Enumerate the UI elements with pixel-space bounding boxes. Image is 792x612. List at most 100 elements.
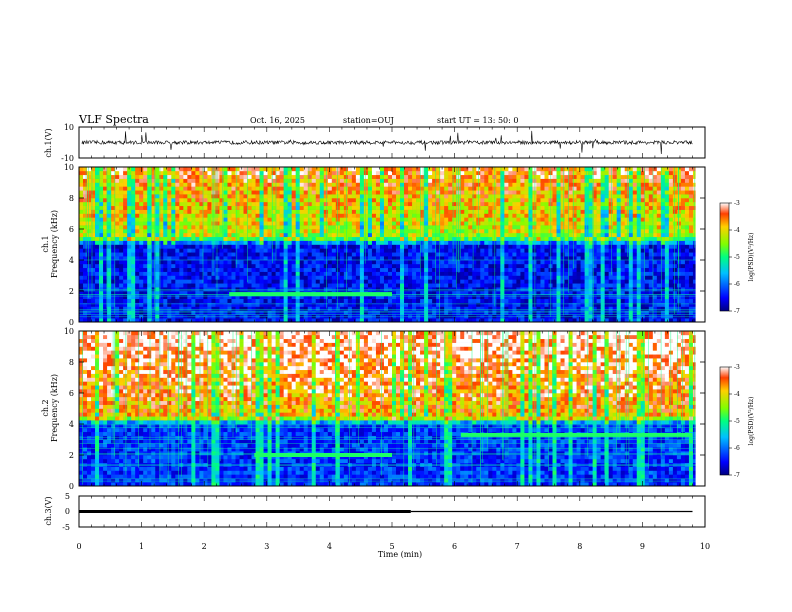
ch1-spectrogram-cell: [351, 260, 357, 265]
ch1-spectrogram-cell: [147, 190, 152, 195]
ch1-spectrogram-cell: [339, 213, 345, 218]
ch1-spectrogram-cell: [95, 209, 100, 214]
ch1-spectrogram-cell: [408, 314, 413, 319]
ch1-spectrogram-cell: [259, 271, 264, 276]
ch1-spectrogram-cell: [428, 291, 433, 296]
ch1-spectrogram-cell: [556, 205, 561, 210]
ch1-spectrogram-cell: [383, 294, 389, 300]
ch1-spectrogram-cell: [363, 275, 369, 280]
ch1-spectrogram-cell: [572, 275, 577, 280]
ch1-spectrogram-cell: [347, 283, 353, 288]
ch1-spectrogram-cell: [536, 213, 541, 218]
ch1-spectrogram-cell: [504, 302, 509, 307]
ch1-spectrogram-cell: [520, 244, 525, 249]
ch1-spectrogram-cell: [564, 244, 569, 249]
ch1-spectrogram-cell: [135, 256, 140, 261]
ch1-spectrogram-cell: [147, 256, 152, 261]
ch1-spectrogram-cell: [492, 267, 497, 272]
ch1-spectrogram-cell: [207, 205, 212, 210]
ch1-spectrogram-cell: [87, 225, 92, 230]
ch1-spectrogram-cell: [115, 174, 120, 179]
ch1-spectrogram-cell: [400, 306, 405, 311]
ch1-spectrogram-cell: [139, 221, 144, 226]
ch1-spectrogram-cell: [259, 229, 264, 234]
ch1-spectrogram-cell: [359, 248, 365, 253]
ch1-spectrogram-cell: [207, 194, 212, 199]
ch1-spectrogram-cell: [171, 310, 176, 315]
ch1-spectrogram-cell: [319, 294, 325, 300]
ch1-spectrogram-cell: [432, 306, 437, 311]
ch1-spectrogram-cell: [91, 271, 96, 276]
ch1-spectrogram-cell: [564, 167, 569, 172]
ch1-spectrogram-cell: [131, 170, 136, 176]
ch1-spectrogram-cell: [111, 252, 116, 257]
ch1-spectrogram-cell: [219, 248, 224, 253]
ch1-spectrogram-cell: [428, 263, 433, 269]
ch1-spectrogram-cell: [472, 240, 477, 245]
ch1-spectrogram-cell: [87, 256, 92, 261]
ch1-spectrogram-cell: [424, 252, 429, 257]
ch1-spectrogram-cell: [115, 190, 120, 195]
ch1-spectrogram-cell: [440, 271, 445, 276]
ch1-spectrogram-cell: [460, 318, 465, 323]
ch1-spectrogram-cell: [560, 314, 565, 319]
ch1-spectrogram-cell: [379, 271, 385, 276]
ch1-spectrogram-cell: [444, 248, 449, 253]
ch1-spectrogram-cell: [175, 229, 180, 234]
ch1-spectrogram-cell: [456, 271, 461, 276]
ch1-spectrogram-cell: [476, 252, 481, 257]
ch1-spectrogram-cell: [383, 194, 389, 199]
ch1-spectrogram-cell: [159, 244, 164, 249]
ch1-spectrogram-cell: [387, 213, 393, 218]
ch1-spectrogram-cell: [512, 294, 517, 300]
ch1-spectrogram-cell: [383, 178, 389, 183]
ch1-spectrogram-cell: [468, 236, 473, 241]
ch1-spectrogram-cell: [95, 167, 100, 172]
ch1-spectrogram-cell: [327, 205, 333, 210]
ch1-spectrogram-cell: [387, 170, 393, 176]
ch1-spectrogram-cell: [488, 232, 493, 238]
ch1-spectrogram-cell: [392, 221, 397, 226]
ch1-spectrogram-cell: [335, 170, 341, 176]
ch1-spectrogram-cell: [95, 182, 100, 187]
ch1-spectrogram-cell: [239, 306, 244, 311]
ch1-spectrogram-cell: [127, 236, 132, 241]
ch1-spectrogram-cell: [223, 294, 228, 300]
ch1-spectrogram-cell: [127, 232, 132, 238]
ch1-spectrogram-cell: [291, 198, 296, 203]
ch1-spectrogram-cell: [159, 232, 164, 238]
ch1-spectrogram-cell: [572, 267, 577, 272]
ch1-spectrogram-cell: [223, 194, 228, 199]
ch1-spectrogram-cell: [335, 221, 341, 226]
ch1-spectrogram-cell: [424, 213, 429, 218]
ch1-spectrogram-cell: [480, 291, 485, 296]
ch1-spectrogram-cell: [315, 182, 321, 187]
ch1-spectrogram-cell: [171, 291, 176, 296]
ch1-spectrogram-cell: [159, 283, 164, 288]
ch1-spectrogram-cell: [199, 260, 204, 265]
ch1-spectrogram-cell: [323, 244, 329, 249]
ch1-spectrogram-cell: [524, 291, 529, 296]
ch1-spectrogram-cell: [259, 174, 264, 179]
ch1-spectrogram-cell: [408, 194, 413, 199]
ch1-spectrogram-cell: [359, 213, 365, 218]
ch1-spectrogram-cell: [528, 291, 533, 296]
ch1-spectrogram-cell: [560, 279, 565, 284]
ch1-spectrogram-cell: [528, 232, 533, 238]
ch1-spectrogram-cell: [307, 248, 313, 253]
ch1-spectrogram-cell: [79, 279, 84, 284]
ch1-spectrogram-cell: [343, 170, 349, 176]
ch1-spectrogram-cell: [119, 252, 124, 257]
ch1-spectrogram-cell: [179, 232, 184, 238]
ch1-spectrogram-cell: [396, 252, 401, 257]
ch1-spectrogram-cell: [103, 213, 108, 218]
ch1-spectrogram-cell: [283, 306, 288, 311]
ch1-spectrogram-cell: [155, 248, 160, 253]
ch1-spectrogram-cell: [139, 232, 144, 238]
ch1-spectrogram-cell: [556, 209, 561, 214]
ch1-spectrogram-cell: [303, 267, 309, 272]
ch1-spectrogram-cell: [91, 275, 96, 280]
ch1-spectrogram-cell: [576, 279, 581, 284]
ch1-spectrogram-cell: [103, 298, 108, 303]
ch1-spectrogram-cell: [408, 178, 413, 183]
